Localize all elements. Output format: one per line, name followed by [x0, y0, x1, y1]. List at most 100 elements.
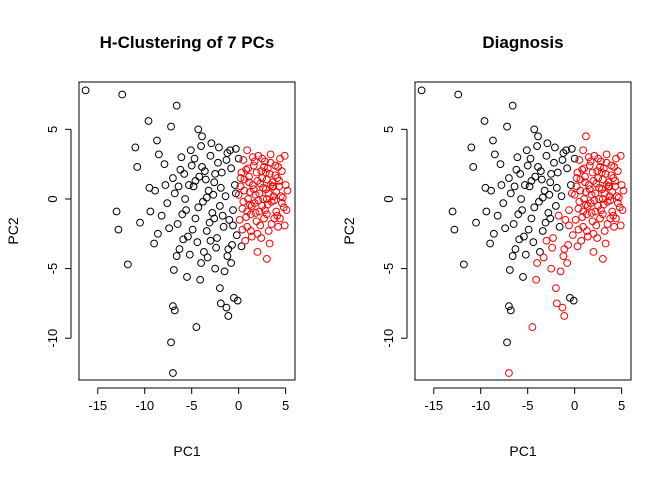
- data-point-left-series-2: [261, 206, 269, 215]
- data-point-left-series-1: [223, 149, 232, 157]
- data-point-left-series-1: [214, 158, 222, 167]
- data-point-right-series-1: [527, 214, 536, 223]
- data-point-left-series-2: [239, 156, 248, 164]
- data-point-right-series-1: [559, 149, 568, 157]
- data-point-left-series-1: [222, 156, 231, 164]
- data-point-right-series-1: [487, 186, 495, 195]
- data-point-left-series-1: [178, 210, 187, 219]
- data-point-left-series-2: [240, 186, 249, 195]
- data-point-right-series-2: [560, 312, 569, 320]
- data-point-right-series-2: [598, 195, 607, 203]
- data-point-left-series-1: [177, 153, 186, 162]
- data-point-left-series-2: [245, 178, 253, 187]
- data-point-right-series-1: [553, 168, 562, 177]
- data-point-right-series-2: [588, 217, 597, 226]
- data-point-right-series-1: [450, 225, 459, 234]
- data-point-left-series-1: [219, 222, 228, 231]
- data-point-right-series-1: [496, 160, 505, 169]
- y-tick-label-right: -10: [381, 329, 396, 348]
- data-point-left-series-1: [207, 139, 216, 148]
- data-point-right-series-2: [588, 168, 597, 177]
- data-point-right-series-2: [602, 181, 611, 189]
- data-point-left-series-1: [176, 165, 185, 174]
- data-point-left-series-1: [210, 178, 219, 187]
- data-point-left-series-1: [197, 259, 205, 267]
- data-point-right-series-1: [508, 101, 517, 110]
- data-point-right-series-2: [613, 167, 622, 176]
- plot-frame-right: [414, 81, 632, 381]
- data-point-right-series-2: [600, 189, 609, 198]
- data-point-left-series-1: [211, 170, 220, 178]
- data-point-left-series-1: [194, 125, 203, 134]
- data-point-right-series-1: [510, 182, 519, 191]
- data-point-left-series-1: [167, 122, 175, 131]
- data-point-left-series-2: [264, 227, 273, 235]
- data-point-right-series-1: [519, 273, 527, 281]
- data-point-right-series-1: [527, 176, 536, 185]
- data-point-left-series-2: [250, 157, 259, 166]
- x-tick-label-right: 0: [571, 398, 578, 413]
- data-point-right-series-2: [582, 132, 590, 141]
- data-point-right-series-2: [551, 284, 560, 292]
- data-point-right-series-2: [563, 259, 572, 267]
- data-point-right-series-1: [501, 224, 510, 233]
- data-point-right-series-1: [509, 220, 518, 228]
- data-point-right-series-1: [505, 174, 513, 182]
- data-point-left-series-1: [188, 225, 197, 234]
- data-point-right-series-2: [564, 241, 572, 249]
- data-point-right-series-1: [503, 122, 511, 131]
- x-tick-label-left: -10: [135, 398, 154, 413]
- data-point-right-series-2: [505, 369, 513, 377]
- data-point-right-series-2: [539, 253, 548, 262]
- data-point-right-series-1: [543, 139, 552, 148]
- data-point-right-series-2: [560, 245, 569, 254]
- data-point-right-series-1: [530, 125, 539, 134]
- data-point-right-series-1: [534, 132, 542, 141]
- data-point-right-series-2: [572, 174, 581, 182]
- y-tick-label-right: 0: [381, 195, 396, 202]
- data-point-right-series-1: [551, 143, 559, 152]
- data-point-right-series-1: [513, 153, 522, 162]
- data-point-left-series-2: [260, 163, 268, 171]
- data-point-left-series-2: [266, 158, 275, 167]
- data-point-left-series-1: [232, 231, 241, 240]
- data-point-left-series-1: [174, 182, 183, 191]
- data-point-left-series-1: [170, 189, 179, 198]
- x-tick-label-left: 0: [235, 398, 242, 413]
- data-point-right-series-1: [480, 117, 489, 125]
- y-axis-label-left: PC2: [5, 217, 21, 244]
- data-point-right-series-1: [520, 181, 529, 189]
- data-point-left-series-1: [169, 369, 177, 377]
- data-point-right-series-1: [534, 163, 542, 171]
- data-point-left-series-1: [172, 252, 181, 260]
- data-point-left-series-1: [157, 211, 166, 220]
- data-point-right-series-1: [472, 218, 480, 227]
- data-point-left-series-2: [244, 164, 252, 173]
- data-point-left-series-1: [161, 181, 170, 189]
- data-point-right-series-2: [592, 179, 601, 188]
- data-point-left-series-2: [265, 239, 274, 248]
- data-point-left-series-2: [262, 210, 271, 219]
- data-point-left-series-2: [247, 232, 256, 241]
- data-point-left-series-2: [254, 196, 263, 205]
- data-point-left-series-1: [222, 303, 231, 312]
- data-point-right-series-2: [598, 254, 607, 263]
- data-point-right-series-2: [547, 264, 556, 273]
- data-point-right-series-2: [556, 267, 565, 276]
- data-point-right-series-2: [597, 206, 605, 215]
- data-point-right-series-2: [581, 178, 589, 187]
- data-point-right-series-2: [532, 275, 541, 284]
- data-point-right-series-2: [610, 163, 618, 171]
- data-point-left-series-1: [198, 132, 206, 141]
- data-point-right-series-2: [577, 236, 586, 245]
- data-point-right-series-2: [573, 242, 582, 251]
- data-point-left-series-1: [186, 146, 195, 155]
- data-point-left-series-1: [216, 183, 225, 192]
- data-point-left-series-1: [218, 211, 227, 220]
- data-point-left-series-2: [237, 168, 246, 177]
- data-point-right-series-2: [608, 207, 617, 216]
- data-point-right-series-2: [542, 236, 551, 245]
- data-point-right-series-1: [417, 86, 426, 95]
- y-tick-label-left: 0: [45, 195, 60, 202]
- data-point-left-series-1: [196, 275, 205, 284]
